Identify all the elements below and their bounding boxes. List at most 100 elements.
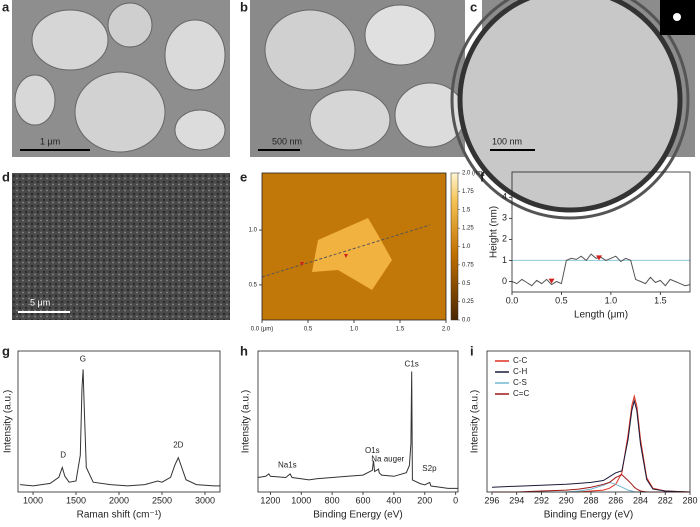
colorbar	[450, 172, 459, 321]
afm-image-e	[261, 173, 446, 320]
x-tick-label: 600	[356, 495, 371, 505]
sem-image-d	[12, 173, 230, 320]
colorbar-tick-label: 1.0	[462, 244, 471, 250]
panel-label: b	[240, 0, 248, 14]
x-tick-label: 800	[325, 495, 340, 505]
x-tick-label: 1.5	[396, 327, 405, 333]
axes-frame	[257, 350, 459, 493]
tem-image-b	[250, 0, 466, 157]
axes-frame	[511, 171, 691, 293]
x-tick-label: 280	[682, 495, 697, 505]
x-tick-label: 2000	[109, 495, 129, 505]
x-tick-label: 292	[534, 495, 549, 505]
axes-frame	[486, 350, 691, 493]
x-tick-label: 1200	[260, 495, 280, 505]
panel-label: a	[2, 0, 10, 14]
tem-image-a	[12, 0, 230, 157]
data-line	[20, 369, 220, 487]
y-axis-label: Intensity (a.u.)	[3, 390, 14, 453]
legend-label: C=C	[513, 389, 529, 398]
annotation: D	[60, 450, 66, 459]
axes-frame	[17, 350, 221, 493]
colorbar-tick-label: 1.5	[462, 207, 471, 213]
x-tick-label: 296	[484, 495, 499, 505]
x-tick-label: 400	[386, 495, 401, 505]
y-tick-label: 1	[502, 255, 507, 265]
scale-bar-label: 500 nm	[272, 136, 302, 146]
x-tick-label: 0.5	[304, 327, 313, 333]
x-tick-label: 1.0	[350, 327, 359, 333]
x-tick-label: 288	[583, 495, 598, 505]
x-axis-label: Binding Energy (eV)	[544, 510, 634, 521]
x-axis-label: Length (μm)	[574, 310, 628, 321]
x-tick-label: 0	[453, 495, 458, 505]
y-tick-label: 0	[502, 276, 507, 286]
x-tick-label: 1.0	[605, 295, 618, 305]
x-tick-label: 2500	[152, 495, 172, 505]
panel-label: e	[240, 169, 247, 184]
x-tick-label: 2.0	[442, 327, 451, 333]
x-tick-label: 1500	[66, 495, 86, 505]
x-tick-label: 290	[559, 495, 574, 505]
data-line	[492, 394, 691, 493]
x-tick-label: 1000	[23, 495, 43, 505]
colorbar-tick-label: 0.25	[462, 299, 474, 305]
colorbar-tick-label: 0.0	[462, 318, 471, 324]
annotation: Na1s	[278, 461, 297, 470]
scale-bar-label: 1 μm	[40, 136, 60, 146]
annotation: S2p	[422, 464, 437, 473]
colorbar-tick-label: 0.5	[462, 281, 471, 287]
y-tick-label: 1.0	[249, 228, 258, 234]
panel-label: d	[2, 169, 10, 184]
panel-label: f	[480, 169, 485, 184]
y-tick-label: 2	[502, 234, 507, 244]
annotation: G	[80, 355, 86, 364]
annotation: Na auger	[371, 455, 404, 464]
x-tick-label: 3000	[195, 495, 215, 505]
data-line	[257, 371, 458, 489]
annotation: 2D	[173, 441, 183, 450]
y-axis-label: Intensity (a.u.)	[241, 390, 252, 453]
y-tick-label: 3	[502, 213, 507, 223]
x-tick-label: 1.5	[654, 295, 667, 305]
x-axis-label: Raman shift (cm⁻¹)	[77, 510, 162, 521]
y-axis-label: Height (nm)	[489, 206, 500, 258]
panel-label: c	[470, 0, 477, 14]
x-axis-label: Binding Energy (eV)	[313, 510, 403, 521]
x-tick-label: 1000	[291, 495, 311, 505]
panel-label: g	[2, 343, 10, 358]
marker	[596, 255, 603, 261]
colorbar-tick-label: 0.75	[462, 262, 474, 268]
x-tick-label: 282	[658, 495, 673, 505]
colorbar-tick-label: 1.75	[462, 189, 474, 195]
x-tick-label: 0.0 (μm)	[251, 327, 273, 333]
x-tick-label: 284	[633, 495, 648, 505]
scale-bars: 1 μm 500 nm 100 nm 5 μm	[30, 136, 522, 307]
x-tick-label: 0.0	[506, 295, 519, 305]
marker	[548, 278, 555, 284]
legend-label: C-H	[513, 367, 527, 376]
colorbar-tick-label: 1.25	[462, 226, 474, 232]
x-tick-label: 286	[608, 495, 623, 505]
annotation: O1s	[365, 446, 380, 455]
data-line	[491, 398, 691, 493]
colorbar-tick-label: 2.0 (nm)	[462, 171, 484, 177]
legend-label: C-C	[513, 356, 527, 365]
y-axis-label: Intensity (a.u.)	[470, 390, 481, 453]
data-line	[511, 253, 691, 287]
scale-bar-label: 100 nm	[492, 136, 522, 146]
x-tick-label: 294	[509, 495, 524, 505]
panel-label: h	[240, 343, 248, 358]
scale-bar-label: 5 μm	[30, 297, 50, 307]
x-tick-label: 200	[417, 495, 432, 505]
legend-label: C-S	[513, 378, 527, 387]
tem-image-c	[450, 0, 695, 220]
panel-label: i	[470, 343, 474, 358]
y-tick-label: 4	[502, 192, 507, 202]
y-tick-label: 0.5	[249, 282, 258, 288]
annotation: C1s	[405, 359, 419, 368]
panel-labels: a b c d e f g h i	[2, 0, 485, 358]
x-tick-label: 0.5	[555, 295, 568, 305]
